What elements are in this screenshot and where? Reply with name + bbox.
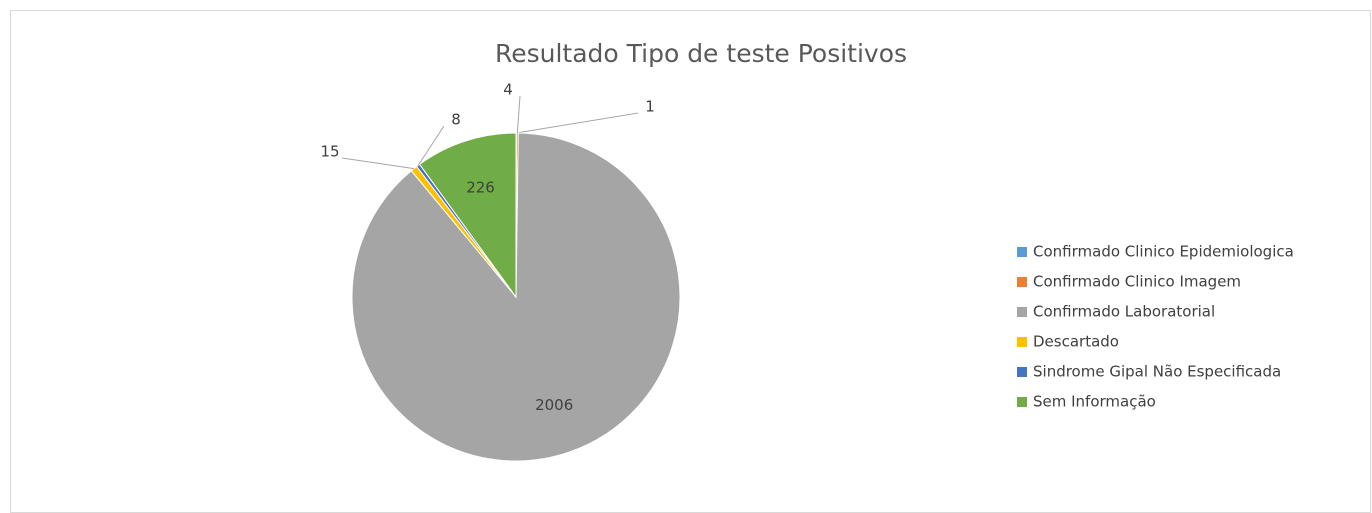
leader-line bbox=[516, 95, 521, 134]
leader-line bbox=[417, 125, 445, 166]
legend-swatch bbox=[1017, 277, 1027, 287]
leader-line bbox=[341, 157, 415, 170]
legend-swatch bbox=[1017, 397, 1027, 407]
pie-slice bbox=[418, 132, 517, 299]
legend-label: Sindrome Gipal Não Especificada bbox=[1033, 363, 1281, 381]
data-label: 15 bbox=[320, 143, 339, 161]
legend-label: Confirmado Laboratorial bbox=[1033, 303, 1215, 321]
legend-swatch bbox=[1017, 247, 1027, 257]
chart-title: Resultado Tipo de teste Positivos bbox=[495, 39, 907, 68]
legend-swatch bbox=[1017, 367, 1027, 377]
data-label: 2006 bbox=[535, 396, 573, 414]
legend-label: Sem Informação bbox=[1033, 393, 1156, 411]
legend-swatch bbox=[1017, 307, 1027, 317]
legend-swatch bbox=[1017, 337, 1027, 347]
legend-label: Confirmado Clinico Epidemiologica bbox=[1033, 243, 1294, 261]
data-label: 4 bbox=[503, 81, 513, 99]
chart-border bbox=[10, 10, 1371, 513]
data-label: 8 bbox=[451, 111, 461, 129]
data-label: 226 bbox=[466, 178, 495, 196]
legend-label: Descartado bbox=[1033, 333, 1119, 351]
leader-line bbox=[516, 112, 639, 134]
data-label: 1 bbox=[645, 98, 655, 116]
legend-label: Confirmado Clinico Imagem bbox=[1033, 273, 1241, 291]
